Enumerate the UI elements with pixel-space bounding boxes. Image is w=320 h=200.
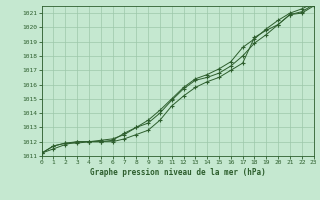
X-axis label: Graphe pression niveau de la mer (hPa): Graphe pression niveau de la mer (hPa) bbox=[90, 168, 266, 177]
